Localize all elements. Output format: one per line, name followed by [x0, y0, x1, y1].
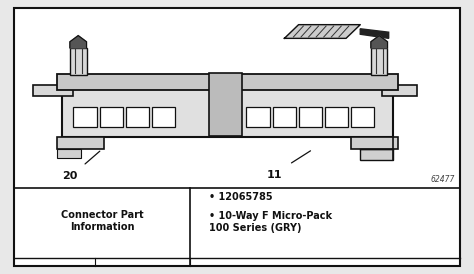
Bar [33, 85, 73, 96]
Bar [351, 107, 374, 127]
Bar [325, 107, 348, 127]
Text: • 10-Way F Micro-Pack
100 Series (GRY): • 10-Way F Micro-Pack 100 Series (GRY) [209, 211, 332, 233]
Polygon shape [360, 29, 389, 38]
Bar [351, 137, 398, 149]
Bar [371, 48, 388, 75]
Text: Connector Part
Information: Connector Part Information [61, 210, 143, 232]
Bar [57, 149, 81, 158]
Bar [273, 107, 296, 127]
Polygon shape [284, 25, 360, 38]
Bar [57, 74, 398, 90]
Bar [100, 107, 123, 127]
Bar [246, 107, 270, 127]
Bar [70, 48, 86, 75]
Bar [152, 107, 175, 127]
Bar [57, 137, 104, 149]
Polygon shape [70, 36, 86, 48]
Bar [73, 107, 97, 127]
Bar [126, 107, 149, 127]
Polygon shape [371, 36, 387, 48]
Bar [209, 73, 242, 136]
Text: 11: 11 [267, 170, 283, 180]
Bar [62, 88, 393, 137]
Text: • 12065785: • 12065785 [209, 192, 272, 202]
Bar [299, 107, 322, 127]
Bar [360, 149, 393, 160]
Bar [382, 85, 417, 96]
Text: 62477: 62477 [431, 175, 455, 184]
Text: 20: 20 [63, 171, 78, 181]
Text: 11: 11 [358, 28, 367, 35]
